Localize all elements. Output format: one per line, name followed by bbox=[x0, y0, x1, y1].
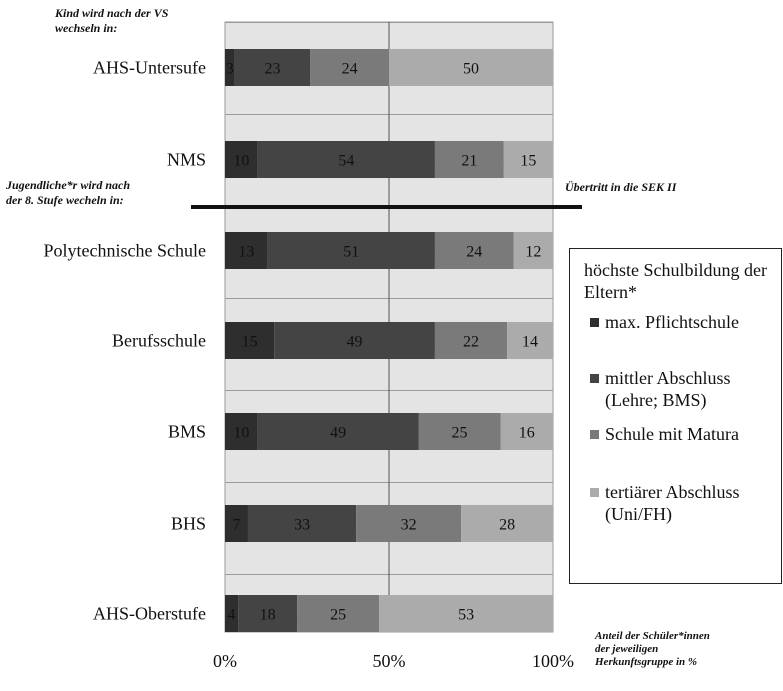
legend: höchste Schulbildung der Eltern* max. Pf… bbox=[569, 248, 782, 584]
bar-ahs-untersufe-schule-mit-matura bbox=[310, 49, 389, 86]
note-share-line3: Herkunftsgruppe in % bbox=[595, 656, 698, 668]
bar-berufsschule-mittler-abschluss-lehre-bms bbox=[274, 322, 435, 359]
data-label-berufsschule-mittler-abschluss-lehre-bms: 49 bbox=[347, 334, 363, 351]
bar-polytechnische-schule-schule-mit-matura bbox=[434, 232, 514, 269]
legend-swatch-tertiaerer-abschluss bbox=[590, 488, 599, 497]
bar-bhs-max-pflichtschule bbox=[225, 505, 248, 542]
data-label-polytechnische-schule-max-pflichtschule: 13 bbox=[238, 244, 254, 261]
data-label-nms-terti-rer-abschluss-uni-fh: 15 bbox=[520, 153, 536, 170]
data-label-bms-max-pflichtschule: 10 bbox=[233, 425, 249, 442]
bar-nms-max-pflichtschule bbox=[225, 141, 258, 178]
data-label-ahs-untersufe-terti-rer-abschluss-uni-fh: 50 bbox=[463, 61, 479, 78]
data-label-ahs-untersufe-mittler-abschluss-lehre-bms: 23 bbox=[265, 61, 281, 78]
legend-label-max-pflichtschule: max. Pflichtschule bbox=[605, 312, 739, 332]
data-label-bhs-mittler-abschluss-lehre-bms: 33 bbox=[294, 517, 310, 534]
bar-bms-mittler-abschluss-lehre-bms bbox=[257, 413, 419, 450]
note-after-8th-grade-line1: Jugendliche*r wird nach bbox=[6, 178, 131, 192]
category-label-bhs: BHS bbox=[171, 514, 206, 534]
bar-bms-schule-mit-matura bbox=[418, 413, 501, 450]
data-label-bms-mittler-abschluss-lehre-bms: 49 bbox=[330, 425, 346, 442]
legend-label-schule-mit-matura: Schule mit Matura bbox=[605, 424, 739, 444]
x-tick-label-0-0: 0% bbox=[213, 651, 237, 671]
data-label-ahs-oberstufe-max-pflichtschule: 4 bbox=[228, 607, 236, 624]
data-label-nms-schule-mit-matura: 21 bbox=[461, 153, 477, 170]
bar-nms-mittler-abschluss-lehre-bms bbox=[257, 141, 435, 178]
legend-label-tertiaerer-abschluss: tertiärer Abschluss (Uni/FH) bbox=[605, 482, 740, 524]
note-share-line2: der jeweiligen bbox=[595, 643, 659, 655]
data-label-nms-max-pflichtschule: 10 bbox=[233, 153, 249, 170]
category-label-berufsschule: Berufsschule bbox=[112, 331, 206, 351]
data-label-nms-mittler-abschluss-lehre-bms: 54 bbox=[338, 153, 354, 170]
note-after-vs-line1: Kind wird nach der VS bbox=[55, 6, 169, 20]
note-share-line1: Anteil der Schüler*innen bbox=[595, 630, 710, 642]
bars bbox=[225, 49, 553, 632]
bar-polytechnische-schule-max-pflichtschule bbox=[225, 232, 268, 269]
bar-polytechnische-schule-terti-rer-abschluss-uni-fh bbox=[513, 232, 553, 269]
note-share-of-pupils: Anteil der Schüler*innen der jeweiligen … bbox=[595, 630, 710, 669]
category-label-polytechnische-schule: Polytechnische Schule bbox=[44, 241, 206, 261]
note-after-8th-grade: Jugendliche*r wird nach der 8. Stufe wec… bbox=[6, 178, 130, 208]
data-label-berufsschule-max-pflichtschule: 15 bbox=[242, 334, 258, 351]
bar-ahs-oberstufe-terti-rer-abschluss-uni-fh bbox=[379, 595, 553, 632]
note-transition-sek-ii-text: Übertritt in die SEK II bbox=[565, 180, 677, 194]
legend-swatch-max-pflichtschule bbox=[590, 318, 599, 327]
category-labels: AHS-Untersufe NMS Polytechnische Schule Ber… bbox=[44, 58, 206, 624]
data-label-ahs-oberstufe-terti-rer-abschluss-uni-fh: 53 bbox=[458, 607, 474, 624]
bar-ahs-oberstufe-max-pflichtschule bbox=[225, 595, 239, 632]
category-label-ahs-untersufe: AHS-Untersufe bbox=[93, 58, 206, 78]
legend-swatch-schule-mit-matura bbox=[590, 430, 599, 439]
category-label-bms: BMS bbox=[168, 422, 206, 442]
category-label-nms: NMS bbox=[167, 150, 206, 170]
bar-ahs-untersufe-max-pflichtschule bbox=[225, 49, 235, 86]
x-axis-ticks: 0% 50% 100% bbox=[213, 651, 574, 671]
bar-ahs-oberstufe-schule-mit-matura bbox=[297, 595, 380, 632]
data-label-bhs-schule-mit-matura: 32 bbox=[401, 517, 417, 534]
category-label-ahs-oberstufe: AHS-Oberstufe bbox=[93, 604, 206, 624]
data-label-berufsschule-schule-mit-matura: 22 bbox=[463, 334, 479, 351]
bar-ahs-untersufe-mittler-abschluss-lehre-bms bbox=[234, 49, 311, 86]
bar-polytechnische-schule-mittler-abschluss-lehre-bms bbox=[267, 232, 435, 269]
x-tick-label-100-2: 100% bbox=[532, 651, 574, 671]
data-label-bms-terti-rer-abschluss-uni-fh: 16 bbox=[519, 425, 535, 442]
note-after-vs-line2: wechseln in: bbox=[55, 21, 118, 35]
legend-label-mittler-abschluss: mittler Abschluss (Lehre; BMS) bbox=[605, 368, 731, 410]
legend-item-tertiaerer-abschluss: tertiärer Abschluss (Uni/FH) bbox=[590, 481, 780, 525]
bar-bhs-terti-rer-abschluss-uni-fh bbox=[461, 505, 553, 542]
note-transition-sek-ii: Übertritt in die SEK II bbox=[565, 180, 676, 195]
data-label-ahs-oberstufe-schule-mit-matura: 25 bbox=[330, 607, 346, 624]
bar-nms-schule-mit-matura bbox=[434, 141, 504, 178]
x-tick-label-50-1: 50% bbox=[373, 651, 406, 671]
bar-nms-terti-rer-abschluss-uni-fh bbox=[503, 141, 553, 178]
legend-title: höchste Schulbildung der Eltern* bbox=[584, 260, 767, 302]
data-label-polytechnische-schule-terti-rer-abschluss-uni-fh: 12 bbox=[525, 244, 541, 261]
bar-ahs-untersufe-terti-rer-abschluss-uni-fh bbox=[389, 49, 553, 86]
data-label-ahs-untersufe-schule-mit-matura: 24 bbox=[342, 61, 358, 78]
data-label-bhs-terti-rer-abschluss-uni-fh: 28 bbox=[499, 517, 515, 534]
bar-bhs-mittler-abschluss-lehre-bms bbox=[247, 505, 357, 542]
data-label-bms-schule-mit-matura: 25 bbox=[452, 425, 468, 442]
data-label-bhs-max-pflichtschule: 7 bbox=[232, 517, 240, 534]
legend-swatch-mittler-abschluss bbox=[590, 374, 599, 383]
bar-bhs-schule-mit-matura bbox=[356, 505, 462, 542]
data-label-polytechnische-schule-mittler-abschluss-lehre-bms: 51 bbox=[343, 244, 359, 261]
bar-ahs-oberstufe-mittler-abschluss-lehre-bms bbox=[238, 595, 298, 632]
legend-item-schule-mit-matura: Schule mit Matura bbox=[590, 423, 780, 445]
bar-bms-max-pflichtschule bbox=[225, 413, 258, 450]
legend-item-max-pflichtschule: max. Pflichtschule bbox=[590, 311, 780, 333]
note-after-vs: Kind wird nach der VS wechseln in: bbox=[55, 6, 168, 36]
data-label-ahs-untersufe-max-pflichtschule: 3 bbox=[226, 61, 234, 78]
bar-berufsschule-schule-mit-matura bbox=[434, 322, 508, 359]
data-label-berufsschule-terti-rer-abschluss-uni-fh: 14 bbox=[522, 334, 538, 351]
bar-berufsschule-terti-rer-abschluss-uni-fh bbox=[507, 322, 553, 359]
data-label-polytechnische-schule-schule-mit-matura: 24 bbox=[466, 244, 482, 261]
data-label-ahs-oberstufe-mittler-abschluss-lehre-bms: 18 bbox=[260, 607, 276, 624]
bar-bms-terti-rer-abschluss-uni-fh bbox=[500, 413, 553, 450]
note-after-8th-grade-line2: der 8. Stufe wecheln in: bbox=[6, 193, 124, 207]
bar-berufsschule-max-pflichtschule bbox=[225, 322, 275, 359]
legend-item-mittler-abschluss: mittler Abschluss (Lehre; BMS) bbox=[590, 367, 780, 411]
